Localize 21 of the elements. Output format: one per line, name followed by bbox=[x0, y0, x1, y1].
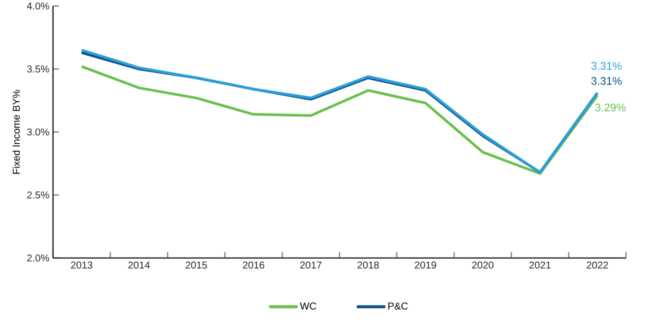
y-tick-label: 2.0% bbox=[27, 254, 50, 262]
data-label: 3.31% bbox=[591, 62, 622, 70]
x-tick-label: 2018 bbox=[358, 262, 379, 269]
x-tick-label: 2014 bbox=[128, 262, 150, 269]
x-tick-label: 2017 bbox=[300, 262, 322, 269]
x-tick-label: 2013 bbox=[71, 262, 92, 269]
y-tick-label: 3.5% bbox=[27, 65, 50, 73]
x-tick-label: 2021 bbox=[529, 262, 551, 269]
legend-label: P&C bbox=[388, 302, 408, 310]
y-tick-label: 4.0% bbox=[26, 2, 50, 10]
y-tick-label: 2.5% bbox=[27, 191, 50, 199]
x-tick-label: 2016 bbox=[242, 262, 264, 269]
data-label: 3.29% bbox=[595, 104, 626, 112]
data-label: 3.31% bbox=[591, 77, 622, 85]
legend-label: WC bbox=[300, 302, 316, 310]
x-tick-label: 2020 bbox=[472, 262, 494, 269]
x-tick-label: 2022 bbox=[586, 262, 608, 269]
x-tick-label: 2019 bbox=[414, 262, 436, 269]
x-tick-label: 2015 bbox=[186, 262, 207, 269]
y-axis-title: Fixed Income BY% bbox=[12, 90, 20, 174]
y-tick-label: 3.0% bbox=[27, 128, 50, 136]
